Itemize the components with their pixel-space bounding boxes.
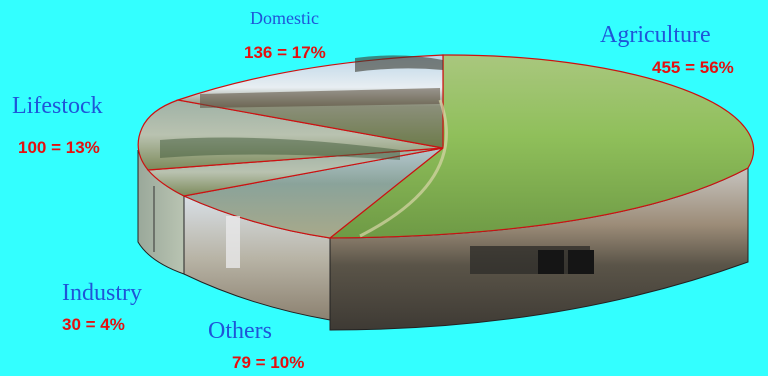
- label-domestic: Domestic: [250, 8, 319, 28]
- label-others: Others: [208, 318, 272, 344]
- slice-others: [182, 147, 444, 239]
- value-agriculture: 455 = 56%: [652, 58, 734, 77]
- label-industry: Industry: [62, 280, 142, 306]
- pie-side-walls: [137, 149, 749, 331]
- value-lifestock: 100 = 13%: [18, 138, 100, 157]
- slice-agriculture: [328, 54, 755, 239]
- value-industry: 30 = 4%: [62, 315, 125, 334]
- pie-slices: [137, 54, 755, 268]
- label-lifestock: Lifestock: [12, 93, 103, 119]
- label-agriculture: Agriculture: [600, 22, 711, 48]
- value-domestic: 136 = 17%: [244, 43, 326, 62]
- value-others: 79 = 10%: [232, 353, 304, 372]
